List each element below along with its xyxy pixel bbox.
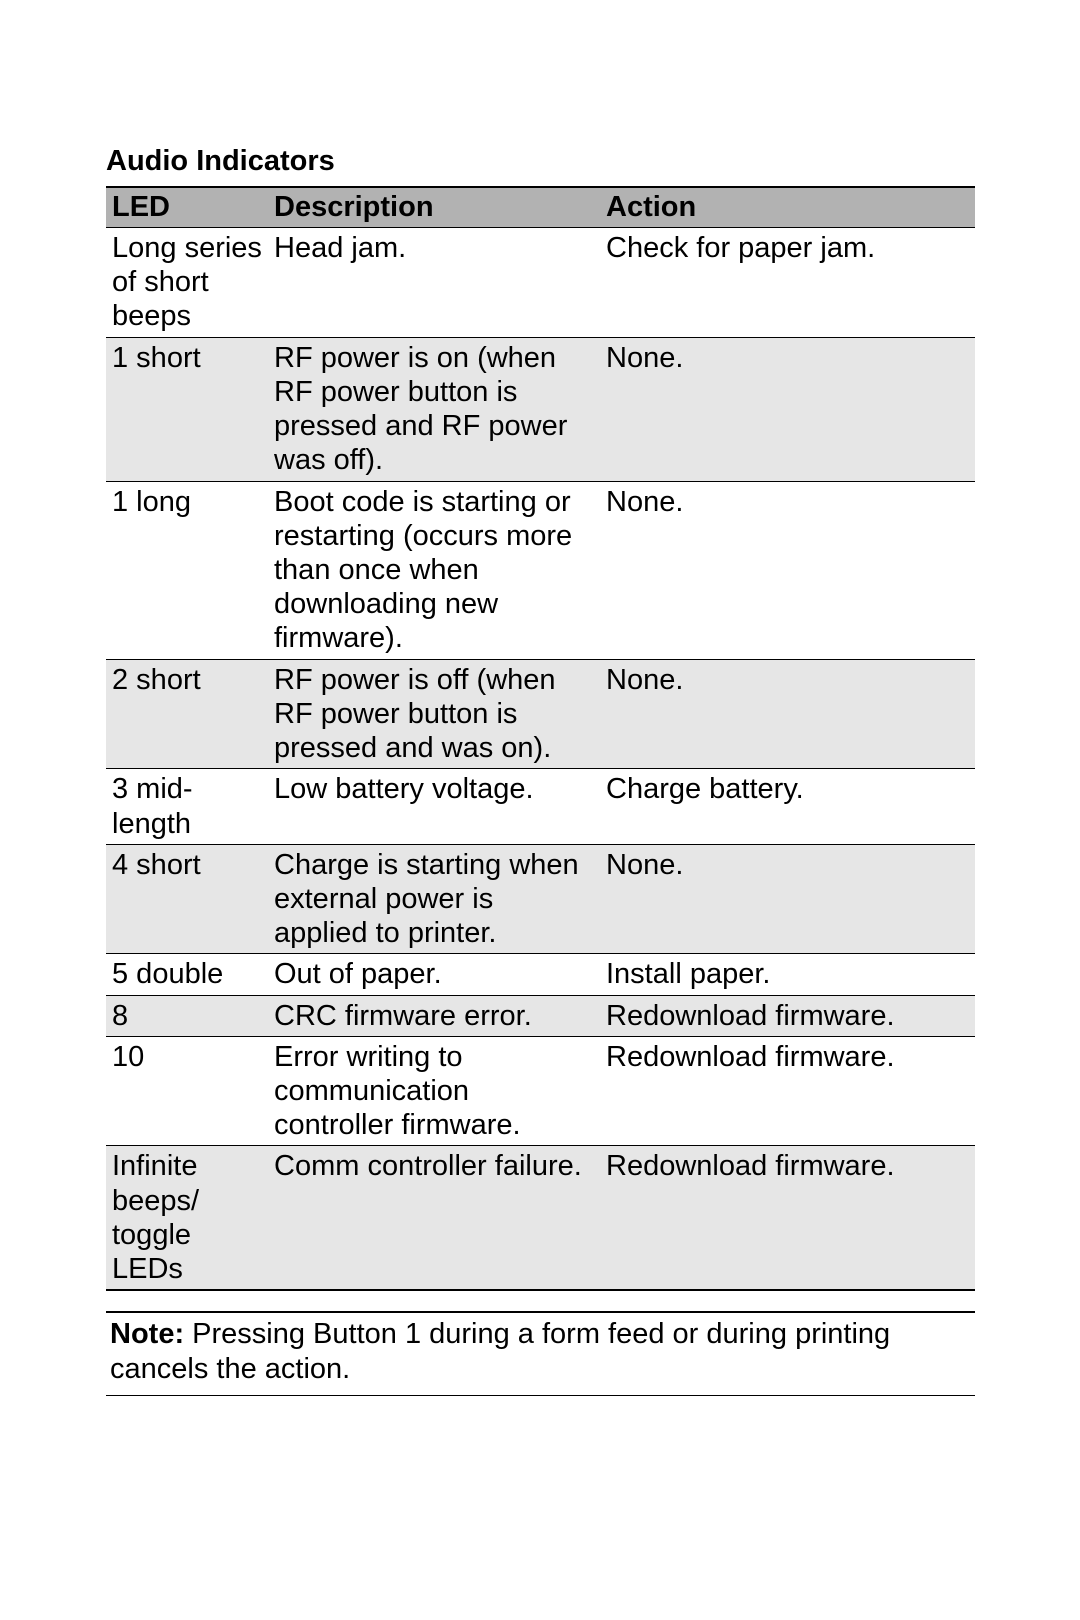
col-header-led: LED [106, 187, 268, 228]
cell-desc: Low battery voltage. [268, 769, 600, 844]
cell-action: Redownload firmware. [600, 995, 975, 1036]
note-label: Note: [110, 1318, 184, 1350]
cell-desc: Out of paper. [268, 954, 600, 995]
table-row: 10 Error writing to communication contro… [106, 1036, 975, 1146]
cell-desc: RF power is on (when RF power button is … [268, 337, 600, 481]
cell-led: 2 short [106, 659, 268, 769]
cell-action: None. [600, 337, 975, 481]
col-header-action: Action [600, 187, 975, 228]
cell-action: None. [600, 481, 975, 659]
cell-action: Redownload firmware. [600, 1146, 975, 1290]
table-row: Long series of short beeps Head jam. Che… [106, 228, 975, 338]
cell-action: Install paper. [600, 954, 975, 995]
cell-led: 3 mid-length [106, 769, 268, 844]
cell-led: 4 short [106, 844, 268, 954]
cell-led: Infinite beeps/ toggle LEDs [106, 1146, 268, 1290]
table-header-row: LED Description Action [106, 187, 975, 228]
note-text: Pressing Button 1 during a form feed or … [110, 1318, 890, 1385]
table-row: 1 long Boot code is starting or restarti… [106, 481, 975, 659]
table-row: 3 mid-length Low battery voltage. Charge… [106, 769, 975, 844]
cell-action: Check for paper jam. [600, 228, 975, 338]
cell-desc: Error writing to communication controlle… [268, 1036, 600, 1146]
note-block: Note: Pressing Button 1 during a form fe… [106, 1311, 975, 1396]
page: Audio Indicators LED Description Action … [0, 0, 1080, 1396]
table-row: 8 CRC firmware error. Redownload firmwar… [106, 995, 975, 1036]
cell-led: 5 double [106, 954, 268, 995]
cell-desc: Charge is starting when external power i… [268, 844, 600, 954]
cell-desc: Boot code is starting or restarting (occ… [268, 481, 600, 659]
cell-led: 8 [106, 995, 268, 1036]
table-row: Infinite beeps/ toggle LEDs Comm control… [106, 1146, 975, 1290]
cell-desc: CRC firmware error. [268, 995, 600, 1036]
audio-indicators-table: LED Description Action Long series of sh… [106, 186, 975, 1291]
cell-action: Charge battery. [600, 769, 975, 844]
cell-action: None. [600, 659, 975, 769]
cell-desc: RF power is off (when RF power button is… [268, 659, 600, 769]
cell-led: 10 [106, 1036, 268, 1146]
cell-desc: Head jam. [268, 228, 600, 338]
cell-desc: Comm controller failure. [268, 1146, 600, 1290]
cell-led: 1 long [106, 481, 268, 659]
cell-led: 1 short [106, 337, 268, 481]
cell-action: None. [600, 844, 975, 954]
section-title: Audio Indicators [106, 145, 975, 178]
table-row: 2 short RF power is off (when RF power b… [106, 659, 975, 769]
table-row: 5 double Out of paper. Install paper. [106, 954, 975, 995]
table-row: 4 short Charge is starting when external… [106, 844, 975, 954]
table-row: 1 short RF power is on (when RF power bu… [106, 337, 975, 481]
cell-action: Redownload firmware. [600, 1036, 975, 1146]
cell-led: Long series of short beeps [106, 228, 268, 338]
col-header-description: Description [268, 187, 600, 228]
